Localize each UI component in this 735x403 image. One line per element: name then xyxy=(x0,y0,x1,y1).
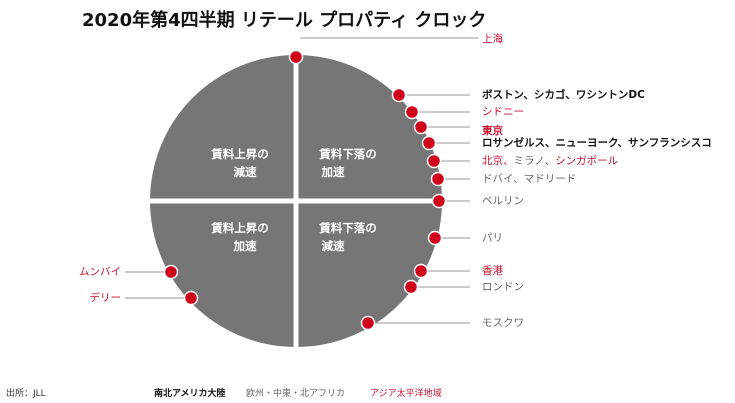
city-4-marker xyxy=(413,119,429,135)
legend-footer: 出所：JLL 南北アメリカ大陸 欧州・中東・北アフリカ アジア太平洋地域 xyxy=(0,386,735,400)
page-title: 2020年第4四半期 リテール プロパティ クロック xyxy=(82,10,487,31)
quadrant-top-left-label: 賃料上昇の 減速 xyxy=(210,147,273,179)
quadrant-top-left-line1: 賃料上昇の xyxy=(210,147,269,161)
city-3-label: シドニー xyxy=(482,106,524,118)
city-12-label: モスクワ xyxy=(482,317,524,329)
city-12-marker xyxy=(360,315,376,331)
city-8-label: ベルリン xyxy=(482,195,524,207)
quadrant-bottom-right-line1: 賃料下落の xyxy=(318,221,377,235)
quadrant-top-right-line2: 加速 xyxy=(321,165,345,179)
city-5-label: ロサンゼルス、ニューヨーク、サンフランシスコ xyxy=(482,136,712,149)
city-6-label-part-3: シンガポール xyxy=(555,155,618,167)
quadrant-top-right-line1: 賃料下落の xyxy=(318,147,377,161)
city-7-label: ドバイ、マドリード xyxy=(482,173,576,185)
city-1-label: 上海 xyxy=(482,32,503,45)
city-1-marker xyxy=(288,49,304,65)
city-4-label: 東京 xyxy=(482,124,503,137)
legend-emea: 欧州・中東・北アフリカ xyxy=(246,389,346,399)
city-11-marker xyxy=(403,279,419,295)
city-13-marker xyxy=(163,264,179,280)
quadrant-bottom-right-line2: 減速 xyxy=(322,239,345,253)
quadrant-bottom-right-label: 賃料下落の 減速 xyxy=(318,221,381,253)
city-7-marker xyxy=(430,171,446,187)
city-14-marker xyxy=(183,290,199,306)
quadrant-top-left-line2: 減速 xyxy=(234,165,257,179)
city-14-label: デリー xyxy=(90,291,122,304)
city-5-marker xyxy=(421,135,437,151)
city-9-label: パリ xyxy=(482,232,503,244)
legend-americas: 南北アメリカ大陸 xyxy=(154,389,226,399)
city-6-marker xyxy=(426,153,442,169)
city-8-marker xyxy=(431,193,447,209)
legend-asia-pacific: アジア太平洋地域 xyxy=(370,389,442,399)
city-6-label-part-1: 北京、 xyxy=(482,154,514,167)
source-note: 出所：JLL xyxy=(6,389,46,399)
city-9-marker xyxy=(427,230,443,246)
city-11-label: ロンドン xyxy=(482,281,524,293)
city-6-label: 北京、ミラノ、シンガポール xyxy=(482,154,618,167)
quadrant-bottom-left-line1: 賃料上昇の xyxy=(210,221,269,235)
city-13-label: ムンバイ xyxy=(79,266,121,278)
quadrant-bottom-left-label: 賃料上昇の 加速 xyxy=(210,221,273,253)
city-10-label: 香港 xyxy=(482,265,503,277)
city-3-marker xyxy=(404,104,420,120)
city-6-label-part-2: ミラノ、 xyxy=(514,155,556,167)
city-10-marker xyxy=(413,263,429,279)
quadrant-top-right-label: 賃料下落の 加速 xyxy=(318,147,381,179)
quadrant-bottom-left-line2: 加速 xyxy=(233,239,257,253)
city-2-label: ボストン、シカゴ、ワシントンDC xyxy=(482,88,645,101)
city-2-marker xyxy=(391,87,407,103)
